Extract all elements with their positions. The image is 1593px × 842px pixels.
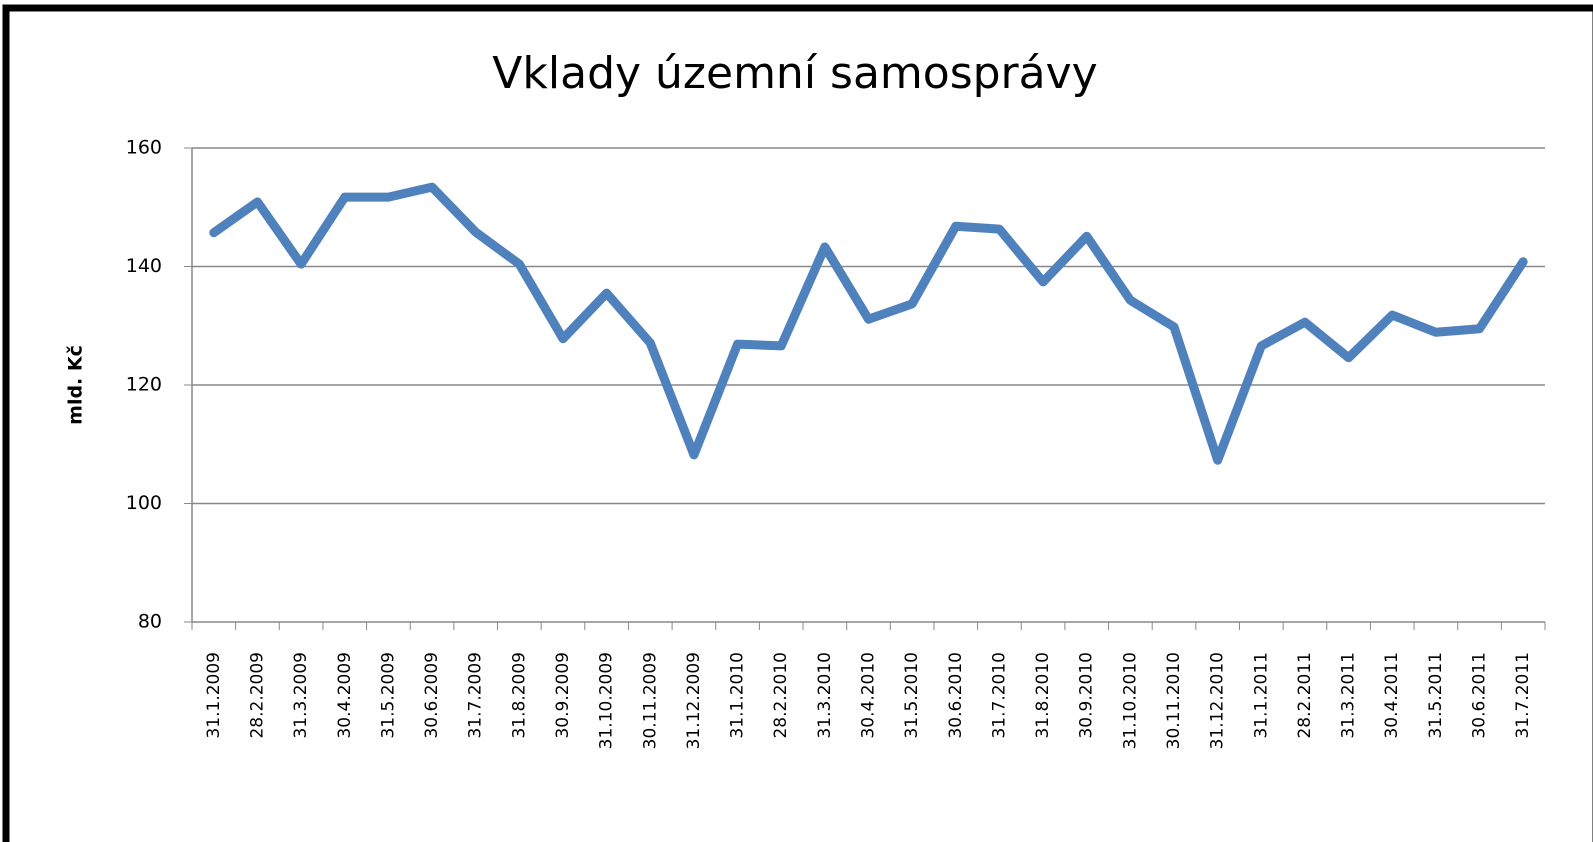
x-tick-label: 30.4.2010 xyxy=(859,652,879,739)
x-tick-label: 31.5.2010 xyxy=(902,652,922,739)
x-tick-label: 31.3.2009 xyxy=(291,652,311,739)
x-tick-label: 31.7.2009 xyxy=(466,652,486,739)
y-tick-label: 120 xyxy=(126,374,162,396)
chart-frame xyxy=(2,4,1593,842)
x-tick-label: 31.10.2010 xyxy=(1120,652,1140,749)
y-tick-label: 160 xyxy=(126,137,162,159)
x-tick-label: 28.2.2010 xyxy=(771,652,791,739)
x-tick-label: 31.8.2010 xyxy=(1033,652,1053,739)
x-tick-label: 28.2.2009 xyxy=(247,652,267,739)
y-tick-label: 80 xyxy=(138,611,162,633)
y-tick-label: 100 xyxy=(126,492,162,514)
x-tick-label: 31.1.2011 xyxy=(1251,652,1271,739)
x-tick-label: 31.8.2009 xyxy=(509,652,529,739)
y-tick-label: 140 xyxy=(126,255,162,277)
series-line xyxy=(209,182,1528,465)
x-tick-label: 31.3.2011 xyxy=(1339,652,1359,739)
x-tick-label: 31.12.2010 xyxy=(1208,652,1228,749)
x-tick-label: 30.9.2010 xyxy=(1077,652,1097,739)
x-tick-label: 30.11.2010 xyxy=(1164,652,1184,749)
x-tick-label: 31.12.2009 xyxy=(684,652,704,749)
x-tick-label: 31.1.2009 xyxy=(204,652,224,739)
x-tick-label: 28.2.2011 xyxy=(1295,652,1315,739)
x-tick-label: 30.9.2009 xyxy=(553,652,573,739)
x-tick-label: 31.3.2010 xyxy=(815,652,835,739)
x-tick-label: 31.5.2011 xyxy=(1426,652,1446,739)
x-tick-label: 31.10.2009 xyxy=(597,652,617,749)
x-tick-label: 31.7.2011 xyxy=(1513,652,1533,739)
x-tick-label: 30.6.2010 xyxy=(946,652,966,739)
y-axis-label: mld. Kč xyxy=(65,345,87,425)
chart-title: Vklady územní samosprávy xyxy=(492,48,1097,99)
x-tick-label: 30.11.2009 xyxy=(640,652,660,749)
x-tick-label: 30.6.2011 xyxy=(1470,652,1490,739)
x-tick-label: 31.5.2009 xyxy=(378,652,398,739)
x-tick-label: 30.6.2009 xyxy=(422,652,442,739)
x-tick-label: 30.4.2011 xyxy=(1382,652,1402,739)
x-tick-label: 30.4.2009 xyxy=(335,652,355,739)
x-tick-label: 31.1.2010 xyxy=(728,652,748,739)
x-tick-label: 31.7.2010 xyxy=(989,652,1009,739)
